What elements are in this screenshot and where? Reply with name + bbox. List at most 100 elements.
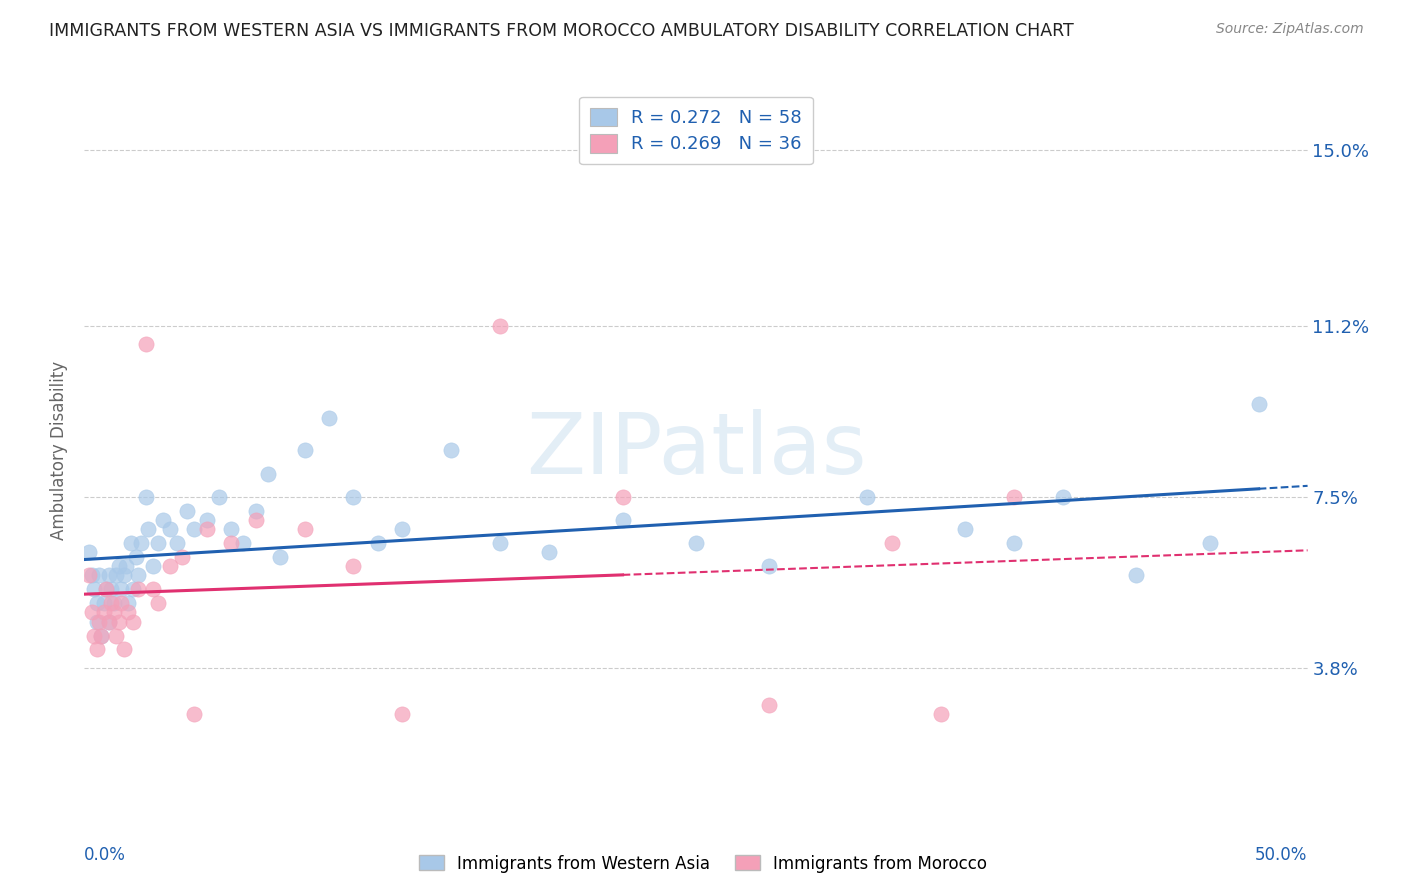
Point bbox=[107, 559, 129, 574]
Text: IMMIGRANTS FROM WESTERN ASIA VS IMMIGRANTS FROM MOROCCO AMBULATORY DISABILITY CO: IMMIGRANTS FROM WESTERN ASIA VS IMMIGRAN… bbox=[49, 22, 1074, 40]
Point bbox=[1002, 536, 1025, 550]
Point bbox=[489, 536, 512, 550]
Point bbox=[929, 707, 952, 722]
Point bbox=[159, 522, 181, 536]
Point bbox=[146, 536, 169, 550]
Point bbox=[129, 536, 152, 550]
Point bbox=[90, 629, 112, 643]
Point bbox=[489, 318, 512, 333]
Point bbox=[391, 522, 413, 536]
Point bbox=[245, 513, 267, 527]
Point bbox=[1002, 490, 1025, 504]
Point bbox=[232, 536, 254, 550]
Point bbox=[107, 615, 129, 629]
Point bbox=[87, 615, 110, 629]
Point bbox=[294, 443, 316, 458]
Point bbox=[97, 615, 120, 629]
Point bbox=[87, 568, 110, 582]
Point bbox=[294, 522, 316, 536]
Point bbox=[880, 536, 903, 550]
Point bbox=[440, 443, 463, 458]
Point bbox=[117, 606, 139, 620]
Point bbox=[83, 629, 105, 643]
Point bbox=[93, 596, 115, 610]
Point bbox=[612, 513, 634, 527]
Point bbox=[117, 596, 139, 610]
Point bbox=[96, 582, 118, 597]
Point bbox=[172, 549, 194, 564]
Point bbox=[612, 490, 634, 504]
Point bbox=[136, 522, 159, 536]
Point bbox=[367, 536, 389, 550]
Point bbox=[391, 707, 413, 722]
Point bbox=[86, 596, 108, 610]
Point bbox=[83, 582, 105, 597]
Point bbox=[538, 545, 561, 559]
Point bbox=[96, 582, 118, 597]
Point bbox=[100, 582, 122, 597]
Text: 50.0%: 50.0% bbox=[1256, 846, 1308, 863]
Point bbox=[100, 596, 122, 610]
Point bbox=[127, 582, 149, 597]
Point bbox=[110, 596, 132, 610]
Point bbox=[115, 559, 138, 574]
Point bbox=[97, 568, 120, 582]
Point bbox=[758, 559, 780, 574]
Point bbox=[112, 642, 135, 657]
Legend: R = 0.272   N = 58, R = 0.269   N = 36: R = 0.272 N = 58, R = 0.269 N = 36 bbox=[579, 96, 813, 164]
Point bbox=[103, 596, 125, 610]
Point bbox=[90, 629, 112, 643]
Point bbox=[176, 503, 198, 517]
Point bbox=[318, 411, 340, 425]
Point bbox=[86, 615, 108, 629]
Text: Source: ZipAtlas.com: Source: ZipAtlas.com bbox=[1216, 22, 1364, 37]
Point bbox=[953, 522, 976, 536]
Point bbox=[1198, 536, 1220, 550]
Point bbox=[269, 549, 291, 564]
Point bbox=[80, 568, 103, 582]
Point bbox=[183, 707, 205, 722]
Point bbox=[120, 536, 142, 550]
Point bbox=[93, 606, 115, 620]
Point bbox=[219, 522, 242, 536]
Point bbox=[142, 559, 165, 574]
Point bbox=[122, 615, 145, 629]
Point bbox=[142, 582, 165, 597]
Point bbox=[122, 582, 145, 597]
Point bbox=[758, 698, 780, 712]
Point bbox=[1247, 397, 1270, 411]
Point bbox=[183, 522, 205, 536]
Legend: Immigrants from Western Asia, Immigrants from Morocco: Immigrants from Western Asia, Immigrants… bbox=[412, 848, 994, 880]
Point bbox=[125, 549, 148, 564]
Text: ZIPatlas: ZIPatlas bbox=[526, 409, 866, 492]
Point bbox=[97, 615, 120, 629]
Point bbox=[112, 568, 135, 582]
Point bbox=[195, 522, 218, 536]
Point bbox=[80, 606, 103, 620]
Point bbox=[135, 490, 157, 504]
Point bbox=[856, 490, 879, 504]
Point bbox=[342, 559, 364, 574]
Point bbox=[77, 568, 100, 582]
Point bbox=[342, 490, 364, 504]
Point bbox=[245, 503, 267, 517]
Point bbox=[146, 596, 169, 610]
Point bbox=[105, 568, 128, 582]
Point bbox=[257, 467, 280, 481]
Y-axis label: Ambulatory Disability: Ambulatory Disability bbox=[51, 361, 69, 540]
Point bbox=[159, 559, 181, 574]
Point bbox=[127, 568, 149, 582]
Point bbox=[103, 606, 125, 620]
Point bbox=[195, 513, 218, 527]
Point bbox=[152, 513, 174, 527]
Point bbox=[1125, 568, 1147, 582]
Point bbox=[208, 490, 231, 504]
Point bbox=[77, 545, 100, 559]
Point bbox=[135, 337, 157, 351]
Point bbox=[685, 536, 707, 550]
Point bbox=[110, 582, 132, 597]
Point bbox=[166, 536, 188, 550]
Point bbox=[105, 629, 128, 643]
Point bbox=[219, 536, 242, 550]
Text: 0.0%: 0.0% bbox=[84, 846, 127, 863]
